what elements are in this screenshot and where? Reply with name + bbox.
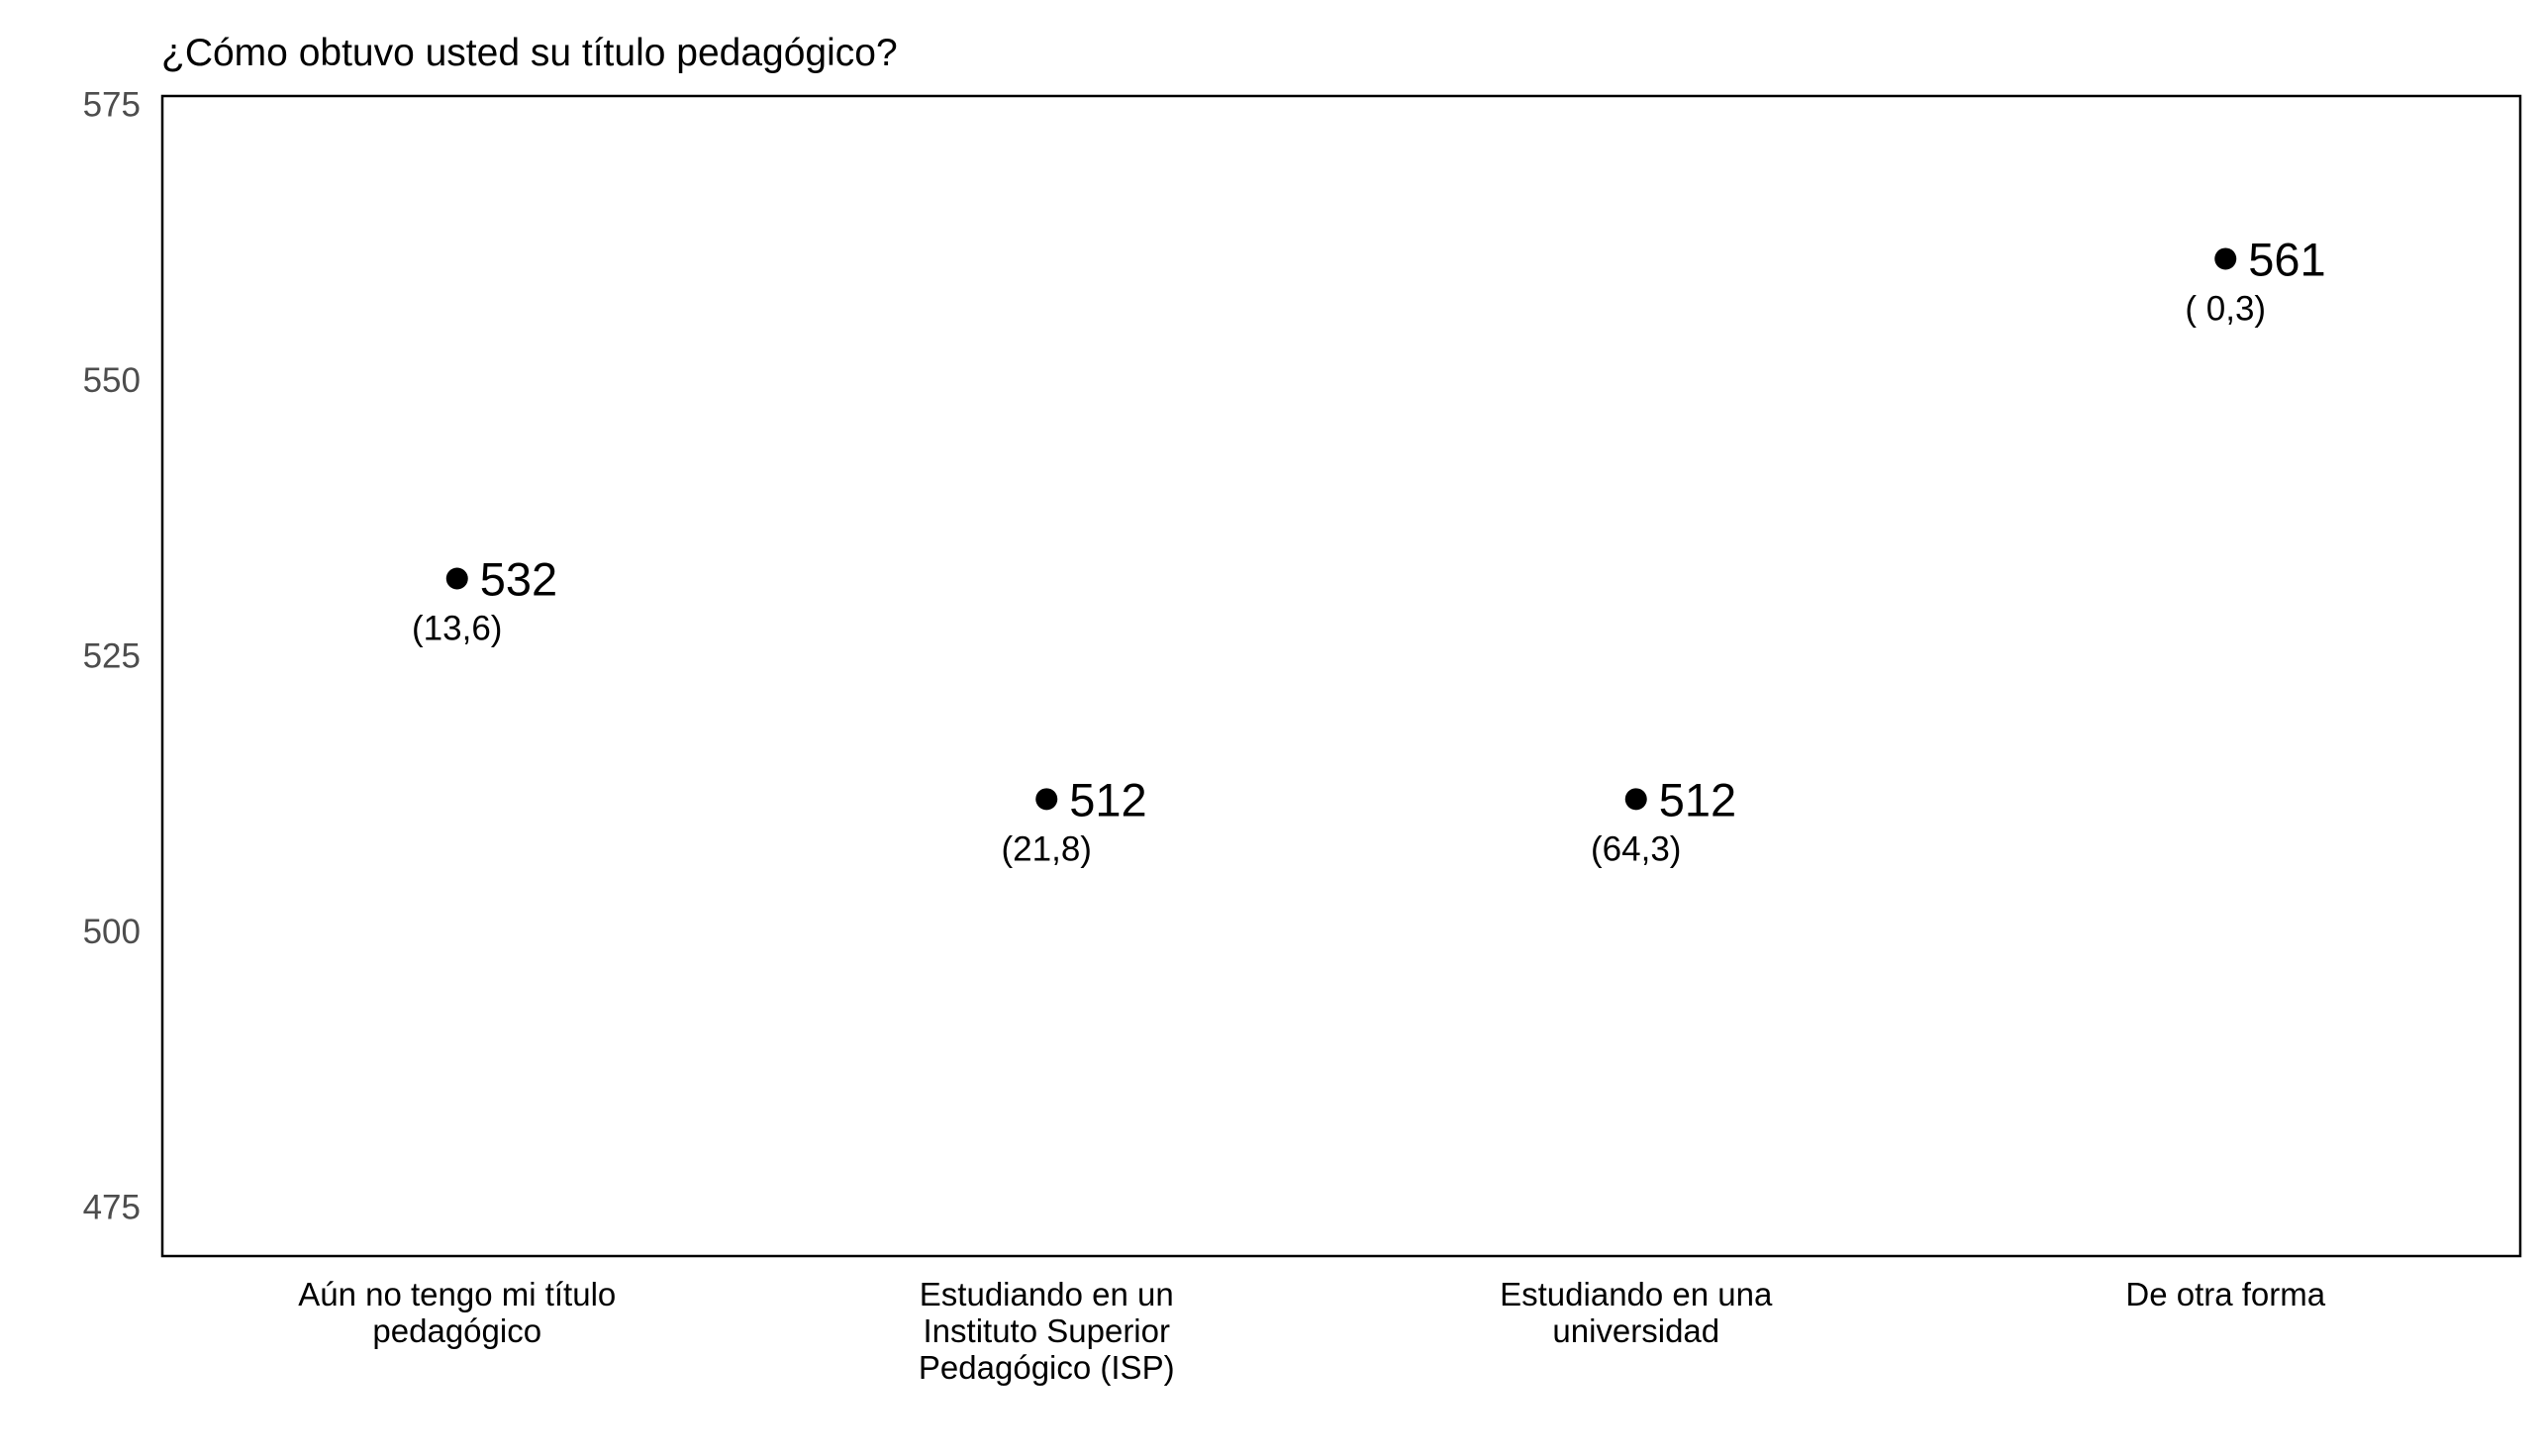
y-tick-label: 475 (83, 1189, 141, 1227)
chart-title: ¿Cómo obtuvo usted su título pedagógico? (161, 32, 898, 74)
percent-label: (21,8) (1002, 829, 1092, 868)
percent-label: (64,3) (1591, 829, 1681, 868)
x-axis: Aún no tengo mi título pedagógico Estudian… (298, 1276, 2326, 1386)
data-point (2214, 247, 2237, 270)
data-value-label: 512 (1069, 773, 1146, 825)
plot-frame (160, 94, 2522, 1258)
data-points: 532 (13,6) 512 (21,8) 512 (64,3) 561 ( 0,3) (412, 233, 2326, 868)
y-tick-label: 575 (83, 86, 141, 125)
x-tick-label: Estudiando en un Instituto Superior Pedagó… (919, 1276, 1175, 1386)
data-value-label: 532 (480, 553, 557, 606)
data-value-label: 561 (2248, 233, 2325, 285)
y-tick-label: 550 (83, 361, 141, 400)
data-point (445, 567, 468, 590)
y-tick-label: 500 (83, 913, 141, 951)
data-point (1624, 788, 1647, 811)
percent-label: ( 0,3) (2185, 289, 2266, 328)
x-tick-label: De otra forma (2125, 1276, 2325, 1312)
y-tick-label: 525 (83, 637, 141, 676)
y-axis: 575 550 525 500 475 (83, 86, 141, 1227)
data-point (1035, 788, 1058, 811)
percent-label: (13,6) (412, 610, 502, 648)
data-value-label: 512 (1659, 773, 1736, 825)
x-tick-label: Estudiando en una universidad (1500, 1276, 1773, 1349)
x-tick-label: Aún no tengo mi título pedagógico (298, 1276, 616, 1349)
